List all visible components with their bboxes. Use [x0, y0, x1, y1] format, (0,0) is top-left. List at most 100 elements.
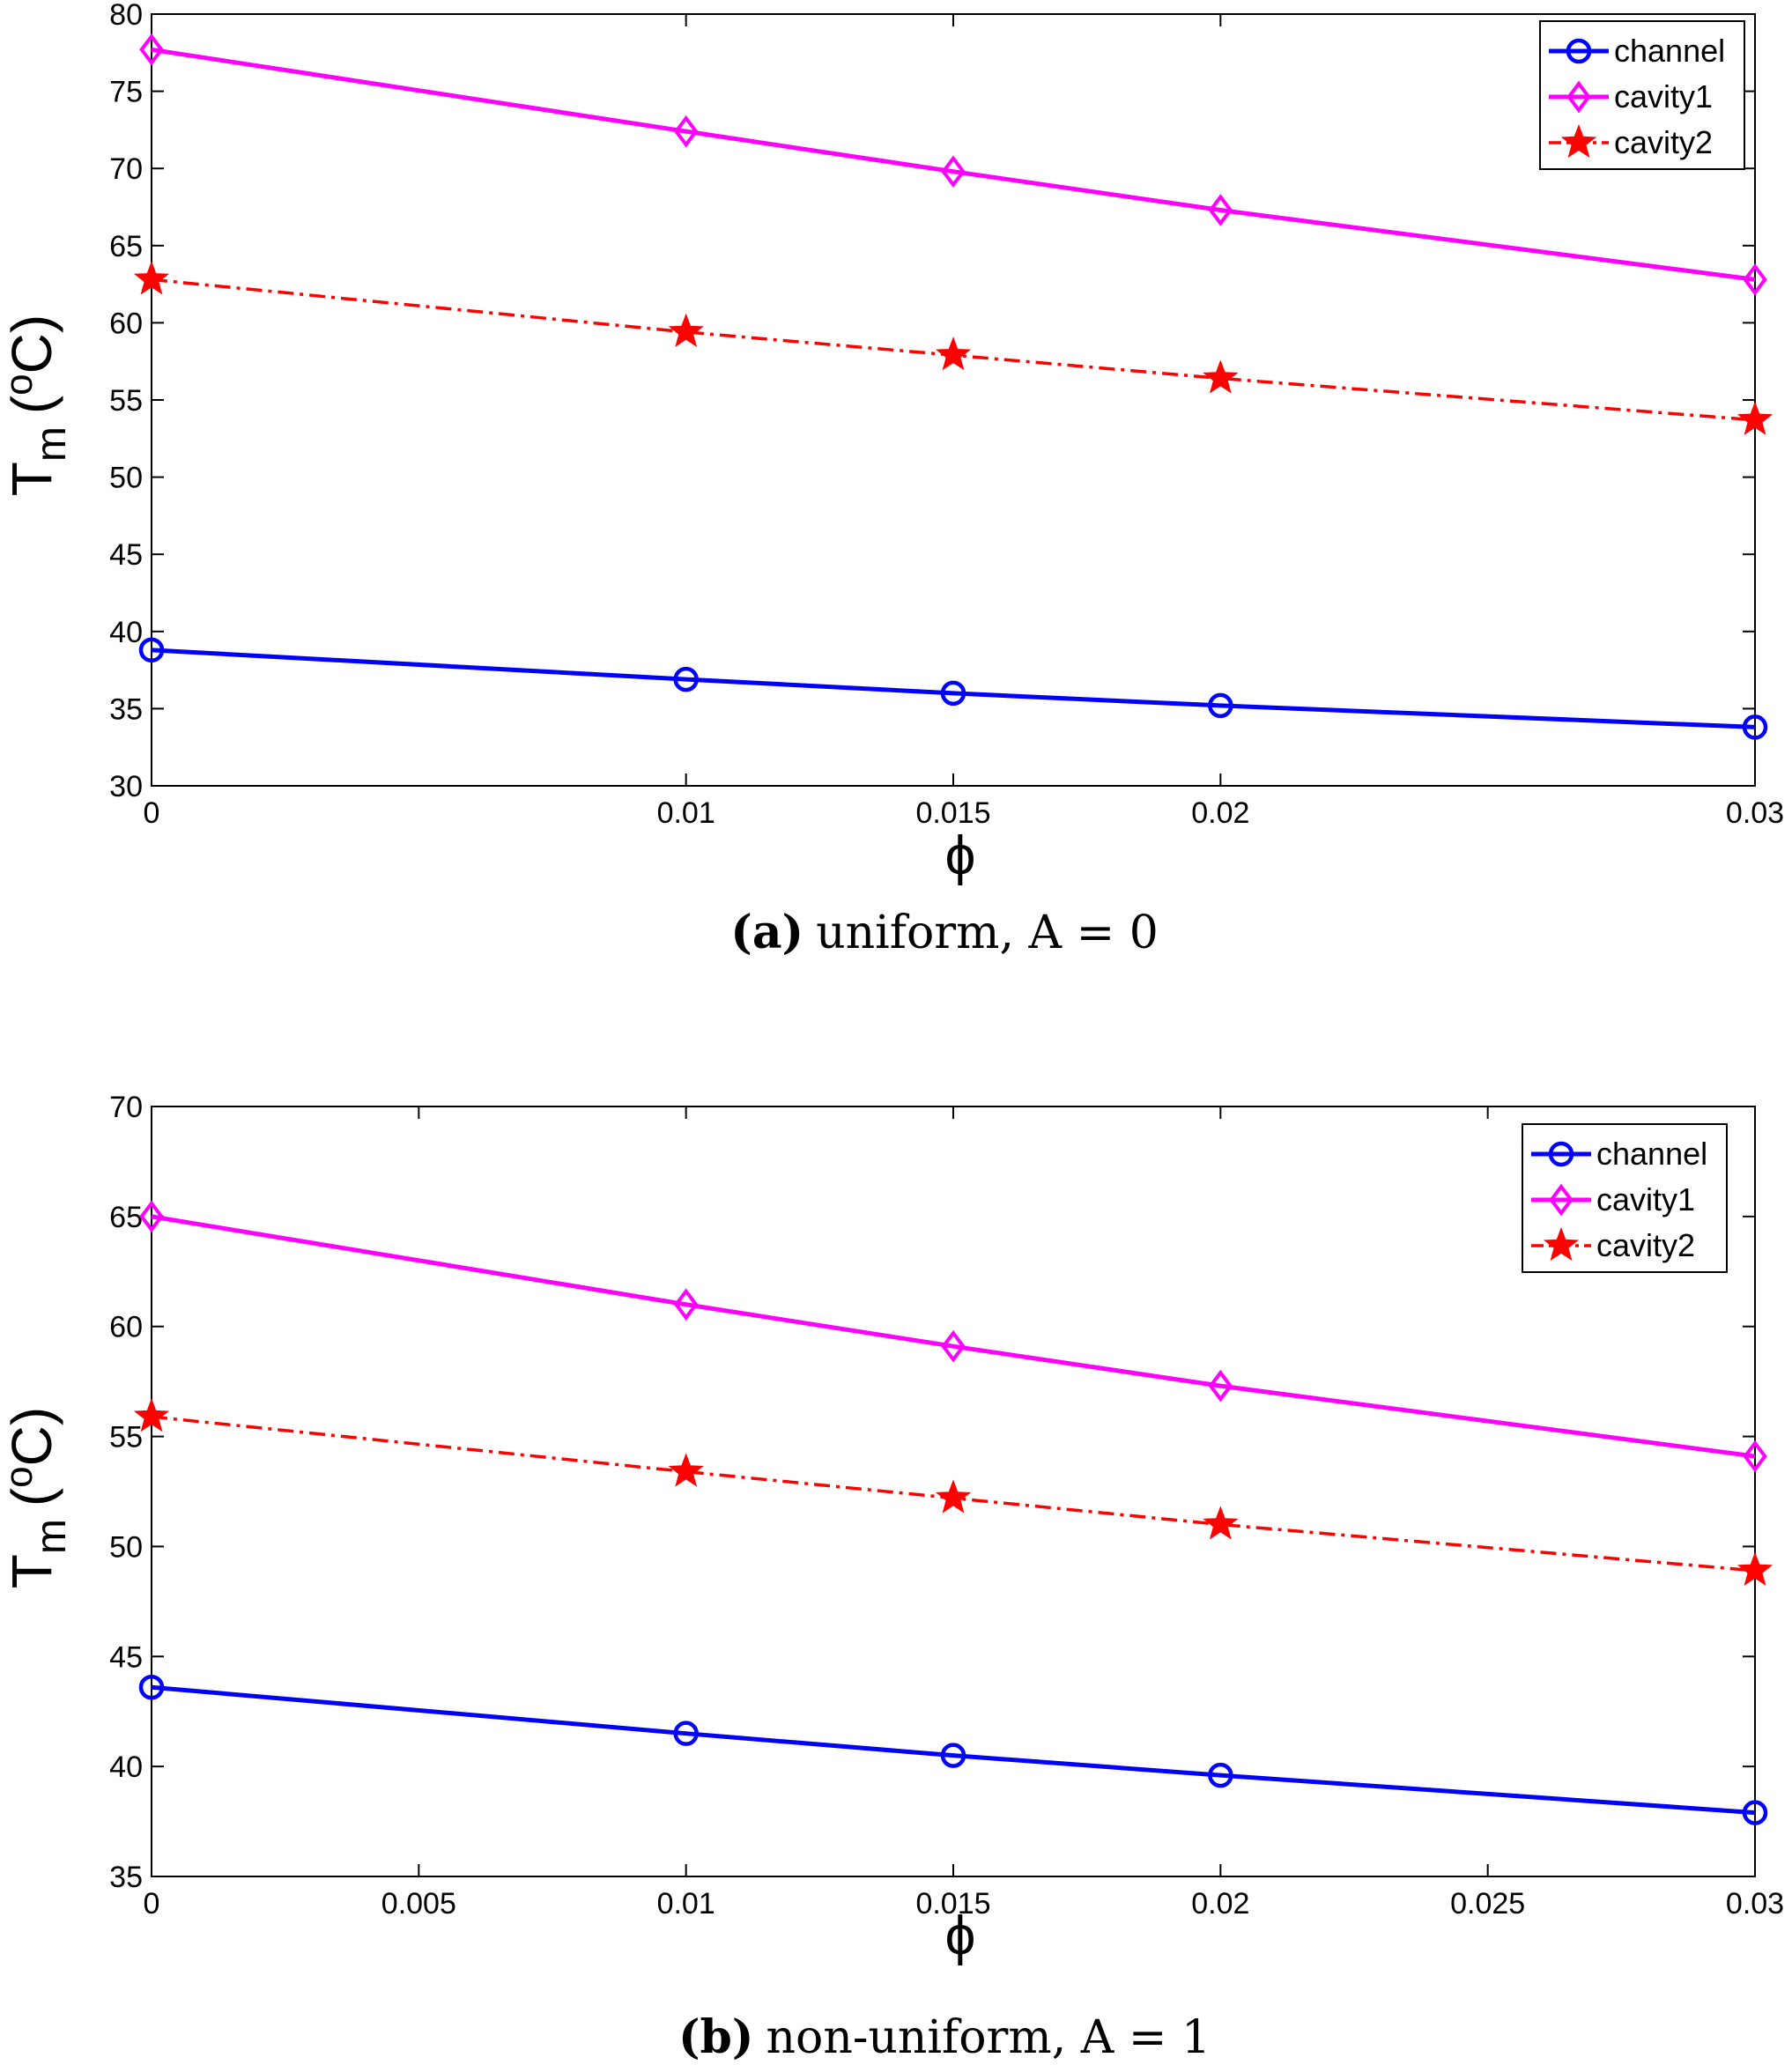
data-point-cavity2 — [935, 1479, 972, 1514]
x-tick-label: 0.03 — [1726, 796, 1784, 830]
legend-marker-channel — [1548, 1141, 1574, 1167]
data-point-cavity2 — [1736, 401, 1773, 435]
series-channel — [138, 637, 1768, 740]
x-tick-label: 0.03 — [1726, 1887, 1784, 1921]
y-tick-label: 60 — [109, 307, 143, 340]
x-axis-label: ϕ — [945, 1906, 976, 1966]
legend: channel cavity1 cavity2 — [1522, 1123, 1728, 1273]
x-axis-label: ϕ — [945, 825, 976, 886]
series-line-cavity1 — [151, 47, 1756, 282]
data-point-cavity1 — [1208, 1369, 1233, 1403]
x-tick-label: 0.015 — [915, 1887, 990, 1921]
legend-marker-cavity1 — [1549, 1183, 1574, 1217]
x-tick-label: 0.015 — [915, 796, 990, 830]
y-axis-label-unit-sup: o — [0, 374, 41, 395]
x-tick-label: 0.01 — [657, 796, 715, 830]
data-point-cavity2 — [1203, 1506, 1239, 1540]
legend-label-cavity2: cavity2 — [1614, 124, 1713, 160]
legend-label-cavity1: cavity1 — [1614, 78, 1713, 115]
chart-1: 30 35 40 45 50 55 60 65 70 75 80 0 0.01 0.015 0.02 0.03… — [0, 0, 1784, 959]
caption-text: non-uniform, A = 1 — [766, 2011, 1211, 2064]
y-tick-label: 35 — [109, 1861, 143, 1894]
y-tick-label: 55 — [109, 1421, 143, 1454]
x-tick-label: 0.025 — [1450, 1887, 1525, 1921]
chart-2: 35 40 45 50 55 60 65 70 0 0.005 0.01 0.015 0.02 0.025… — [0, 1091, 1784, 2064]
figure-caption: (b) non-uniform, A = 1 — [678, 2010, 1211, 2064]
legend-marker-cavity1 — [1566, 80, 1591, 114]
figure-caption: (a) uniform, A = 0 — [730, 906, 1159, 959]
series-cavity2 — [133, 1397, 1773, 1586]
data-point-cavity1 — [1743, 1440, 1767, 1473]
data-point-channel — [138, 1674, 165, 1700]
y-tick-label: 30 — [109, 770, 143, 803]
series-cavity1 — [139, 33, 1767, 296]
y-axis-label-unit-open: ( — [0, 396, 63, 414]
y-axis-label-unit-close: C) — [0, 1407, 63, 1467]
y-tick-label: 45 — [109, 538, 143, 572]
caption-label: (a) — [730, 906, 803, 959]
y-tick-label: 70 — [109, 1091, 143, 1124]
legend-label-channel: channel — [1596, 1136, 1707, 1172]
series-cavity1 — [139, 1200, 1767, 1473]
series-line-channel — [151, 648, 1756, 729]
y-tick-label: 40 — [109, 616, 143, 649]
series-line-cavity1 — [151, 1214, 1756, 1459]
y-tick-label: 45 — [109, 1640, 143, 1674]
x-tick-label: 0.01 — [657, 1887, 715, 1921]
data-point-cavity2 — [133, 261, 170, 295]
data-point-cavity1 — [1743, 263, 1767, 296]
y-tick-label: 50 — [109, 1530, 143, 1564]
x-tick-label: 0 — [144, 796, 160, 830]
series-line-channel — [151, 1684, 1756, 1816]
data-point-cavity2 — [1736, 1551, 1773, 1586]
data-point-channel — [138, 637, 165, 663]
data-point-cavity2 — [935, 337, 972, 371]
data-point-cavity1 — [941, 1329, 966, 1363]
y-tick-label: 35 — [109, 692, 143, 726]
y-tick-label: 75 — [109, 76, 143, 109]
y-tick-label: 50 — [109, 462, 143, 495]
data-point-channel — [673, 666, 699, 692]
legend-marker-cavity2 — [1560, 123, 1597, 159]
x-tick-label: 0.005 — [381, 1887, 456, 1921]
y-tick-label: 65 — [109, 1201, 143, 1234]
data-point-cavity1 — [941, 155, 966, 189]
legend-label-channel: channel — [1614, 33, 1725, 69]
data-point-channel — [1742, 1800, 1768, 1825]
data-point-channel — [940, 1743, 966, 1768]
legend: channel cavity1 cavity2 — [1539, 20, 1745, 170]
data-point-cavity1 — [139, 1200, 164, 1233]
legend-marker-cavity2 — [1543, 1226, 1580, 1262]
y-tick-label: 80 — [109, 0, 143, 32]
x-tick-label: 0.02 — [1191, 796, 1249, 830]
data-point-channel — [1208, 1762, 1233, 1788]
y-axis-label-sub: m — [28, 1519, 75, 1554]
legend-label-cavity1: cavity1 — [1596, 1181, 1695, 1218]
data-point-cavity1 — [673, 115, 699, 148]
data-point-cavity1 — [1208, 194, 1233, 226]
data-point-channel — [940, 680, 966, 707]
y-axis-label-main: T — [0, 462, 63, 496]
data-point-cavity1 — [139, 33, 164, 66]
x-tick-label: 0 — [144, 1887, 160, 1921]
legend-marker-channel — [1566, 38, 1592, 64]
y-axis-label-unit-open: ( — [0, 1488, 63, 1506]
y-tick-label: 70 — [109, 152, 143, 186]
series-channel — [138, 1674, 1768, 1825]
caption-text: uniform, A = 0 — [816, 907, 1159, 959]
data-point-cavity2 — [133, 1397, 170, 1432]
series-cavity2 — [133, 261, 1773, 435]
y-axis-label-sub: m — [28, 426, 75, 462]
y-tick-label: 40 — [109, 1750, 143, 1784]
y-axis-label-main: T — [0, 1554, 63, 1588]
y-axis-label: Tm (oC) — [0, 315, 75, 496]
data-point-channel — [1742, 714, 1768, 740]
y-tick-label: 65 — [109, 230, 143, 263]
y-axis-label: Tm (oC) — [0, 1407, 75, 1588]
data-point-channel — [673, 1721, 699, 1746]
y-tick-label: 60 — [109, 1311, 143, 1344]
data-point-cavity2 — [1203, 359, 1239, 394]
data-point-cavity2 — [668, 1453, 704, 1487]
data-point-channel — [1208, 692, 1233, 719]
